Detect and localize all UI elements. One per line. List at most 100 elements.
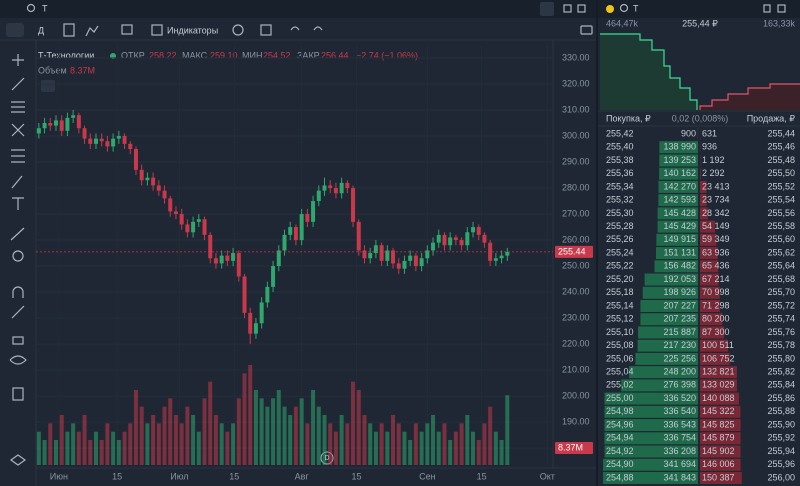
ask-price: 255,44 bbox=[767, 128, 795, 138]
bid-qty: 341 843 bbox=[663, 472, 696, 482]
candle-body bbox=[271, 266, 276, 287]
bid-qty: 336 754 bbox=[663, 433, 696, 443]
ask-price: 255,54 bbox=[767, 195, 795, 205]
candle-body bbox=[82, 128, 87, 139]
bid-qty: 145 429 bbox=[663, 221, 696, 231]
volume-bar bbox=[116, 440, 121, 465]
ask-depth-bar bbox=[700, 233, 717, 246]
volume-bar bbox=[402, 431, 407, 465]
y-tick-label: 200.00 bbox=[562, 390, 590, 400]
bid-price: 255,24 bbox=[606, 247, 634, 257]
volume-bar bbox=[282, 406, 287, 465]
ask-qty: 23 413 bbox=[702, 181, 730, 191]
ask-price: 255,94 bbox=[767, 446, 795, 456]
y-tick-label: 220.00 bbox=[562, 338, 590, 348]
bid-depth-bar bbox=[604, 392, 698, 405]
ask-depth-bar bbox=[700, 247, 718, 260]
candle-type-button[interactable] bbox=[63, 23, 75, 37]
draw-button[interactable] bbox=[6, 23, 24, 37]
ask-qty: 23 734 bbox=[702, 195, 730, 205]
ask-depth-bar bbox=[700, 313, 723, 326]
close-button[interactable] bbox=[577, 4, 586, 13]
candle-body bbox=[225, 255, 230, 261]
candle-body bbox=[242, 276, 247, 313]
indicators-button[interactable]: Индикаторы bbox=[167, 25, 218, 35]
ask-price: 255,74 bbox=[767, 314, 795, 324]
volume-bar bbox=[436, 431, 441, 465]
tools[interactable] bbox=[9, 54, 27, 466]
bid-price: 255,08 bbox=[606, 340, 634, 350]
candle-body bbox=[448, 237, 453, 246]
search-text[interactable]: Т bbox=[42, 3, 48, 13]
bid-qty: 198 926 bbox=[663, 287, 696, 297]
dividend-label: D bbox=[324, 455, 329, 462]
ask-price: 255,86 bbox=[767, 393, 795, 403]
ask-depth-bar bbox=[700, 194, 707, 207]
bid-qty: 151 131 bbox=[663, 247, 696, 257]
bid-price: 255,30 bbox=[606, 208, 634, 218]
bid-qty: 138 990 bbox=[663, 142, 696, 152]
candle-body bbox=[116, 136, 121, 139]
add-button[interactable] bbox=[232, 24, 244, 36]
bid-depth-bar bbox=[655, 247, 698, 260]
close-value: 256.44 bbox=[321, 50, 349, 60]
ask-depth-bar bbox=[700, 180, 707, 193]
volume-bar bbox=[276, 390, 281, 465]
window-button[interactable] bbox=[563, 4, 572, 13]
candle-body bbox=[328, 185, 333, 189]
ask-qty: 65 436 bbox=[702, 261, 730, 271]
indicators-icon[interactable] bbox=[151, 24, 163, 36]
volume-bar bbox=[476, 440, 481, 465]
volume-bar bbox=[65, 431, 70, 465]
undo-button[interactable] bbox=[290, 26, 300, 31]
bid-depth-bar bbox=[659, 167, 698, 180]
candle-body bbox=[425, 250, 430, 259]
ob-search-text[interactable]: Т bbox=[633, 3, 639, 13]
candle-body bbox=[88, 138, 93, 144]
interval-button[interactable]: Д bbox=[38, 25, 44, 35]
candle-body bbox=[379, 245, 384, 261]
ob-window[interactable] bbox=[777, 4, 786, 13]
volume-bar bbox=[231, 423, 236, 465]
x-tick-label: Авг bbox=[295, 471, 310, 481]
ob-search-icon[interactable] bbox=[619, 3, 629, 13]
volume-value: 8.37M bbox=[70, 65, 95, 75]
volume-bar bbox=[53, 440, 58, 465]
candle-body bbox=[288, 227, 293, 235]
cart-button[interactable] bbox=[121, 24, 133, 35]
x-tick-label: Июн bbox=[50, 471, 68, 481]
ask-qty: 150 387 bbox=[702, 472, 735, 482]
ask-depth-bar bbox=[700, 273, 719, 286]
ob-pause[interactable] bbox=[763, 4, 771, 13]
legend-toggle[interactable] bbox=[41, 80, 55, 92]
search-icon[interactable] bbox=[26, 3, 36, 13]
volume-badge-label: 8.37M bbox=[558, 442, 583, 452]
bid-price: 255,40 bbox=[606, 142, 634, 152]
line-type-button[interactable] bbox=[85, 25, 99, 37]
layout-button[interactable] bbox=[260, 24, 272, 36]
bid-qty: 215 887 bbox=[663, 327, 696, 337]
screenshot-button[interactable] bbox=[580, 25, 593, 35]
volume-bar bbox=[328, 423, 333, 465]
low-value: 254.52 bbox=[263, 50, 291, 60]
candle-body bbox=[53, 120, 58, 126]
volume-bar bbox=[88, 440, 93, 465]
volume-bar bbox=[322, 415, 327, 465]
candle-body bbox=[145, 177, 150, 181]
bid-price: 254,92 bbox=[606, 446, 634, 456]
volume-bar bbox=[191, 415, 196, 465]
collapse-button[interactable] bbox=[540, 2, 554, 16]
ask-depth-bar bbox=[700, 432, 741, 445]
volume-bar bbox=[179, 423, 184, 465]
volume-bar bbox=[505, 395, 510, 465]
candle-body bbox=[345, 182, 350, 189]
ob-top-bar bbox=[598, 0, 800, 18]
bid-price: 255,36 bbox=[606, 168, 634, 178]
bid-price: 255,20 bbox=[606, 274, 634, 284]
volume-bar bbox=[299, 398, 304, 465]
ask-depth-bar bbox=[700, 220, 716, 233]
redo-button[interactable] bbox=[313, 26, 323, 31]
candle-body bbox=[128, 143, 133, 150]
